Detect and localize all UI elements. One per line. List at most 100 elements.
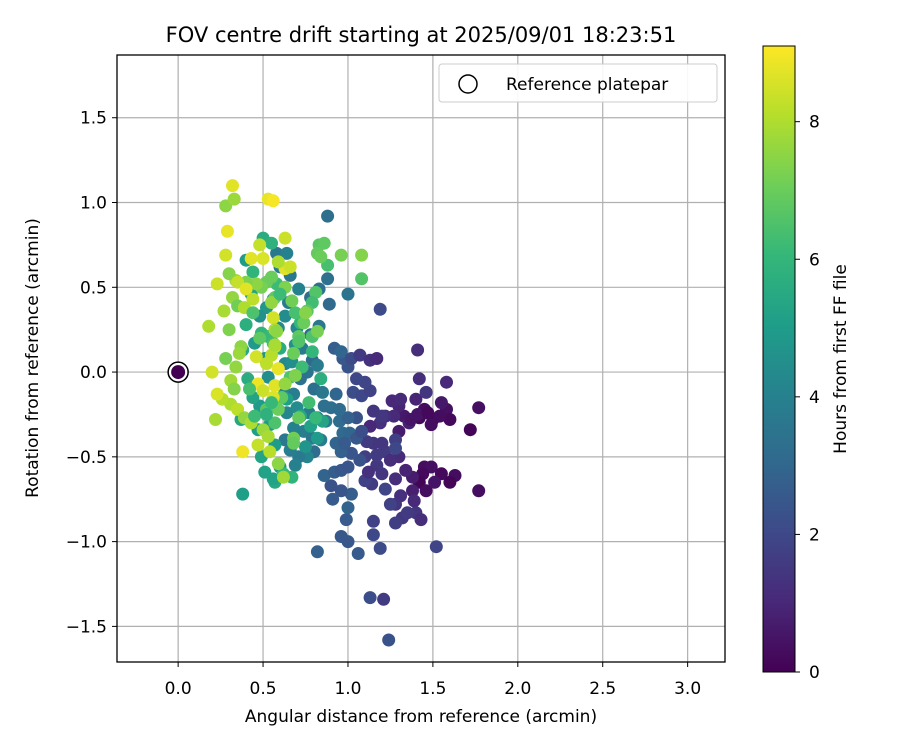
data-point bbox=[268, 338, 282, 352]
data-point bbox=[399, 463, 413, 477]
data-point bbox=[341, 287, 355, 301]
data-point bbox=[268, 416, 282, 430]
data-point bbox=[314, 372, 328, 386]
data-point bbox=[329, 387, 343, 401]
colorbar-tick-label: 8 bbox=[809, 113, 820, 133]
y-tick-label: −0.5 bbox=[66, 448, 107, 468]
data-point bbox=[219, 248, 233, 262]
data-point bbox=[276, 470, 290, 484]
x-tick-label: 3.0 bbox=[674, 679, 701, 699]
data-point bbox=[428, 475, 442, 489]
data-point bbox=[202, 319, 216, 333]
legend-box bbox=[438, 63, 718, 103]
data-point bbox=[366, 514, 380, 528]
data-point bbox=[443, 413, 457, 426]
data-point bbox=[344, 487, 358, 501]
data-point bbox=[302, 396, 316, 410]
data-point bbox=[239, 318, 253, 332]
data-point bbox=[271, 457, 285, 471]
colorbar-ticks: 0 2 4 6 8 bbox=[795, 113, 820, 683]
data-point bbox=[389, 472, 402, 486]
data-point bbox=[366, 528, 380, 542]
data-point bbox=[222, 267, 236, 281]
data-point bbox=[260, 357, 273, 371]
data-point bbox=[314, 250, 328, 264]
x-tick-label: 0.5 bbox=[250, 679, 277, 699]
data-point bbox=[246, 265, 260, 279]
data-point bbox=[249, 277, 263, 291]
colorbar-frame bbox=[762, 45, 796, 673]
data-point bbox=[287, 346, 301, 360]
colorbar-tick-label: 0 bbox=[809, 663, 820, 683]
y-tick-label: 0.0 bbox=[80, 363, 107, 383]
data-point bbox=[370, 352, 384, 365]
data-point bbox=[210, 387, 224, 401]
y-tick-label: 1.5 bbox=[80, 109, 107, 129]
data-point bbox=[389, 516, 402, 530]
data-point bbox=[292, 335, 306, 348]
data-point bbox=[265, 270, 278, 284]
data-point bbox=[414, 513, 428, 527]
x-tick-label: 0.0 bbox=[165, 679, 192, 699]
data-point bbox=[210, 277, 224, 291]
data-point bbox=[310, 545, 324, 559]
data-point bbox=[373, 302, 387, 316]
data-point bbox=[297, 316, 311, 330]
data-point bbox=[299, 306, 312, 320]
data-point bbox=[353, 348, 367, 362]
data-point bbox=[433, 409, 447, 423]
data-point bbox=[341, 460, 355, 474]
reference-marker-group bbox=[167, 361, 189, 383]
x-axis-label: Angular distance from reference (arcmin) bbox=[245, 707, 597, 727]
data-point bbox=[285, 294, 299, 308]
data-point bbox=[292, 282, 306, 296]
data-point bbox=[266, 472, 280, 486]
data-point bbox=[443, 475, 457, 489]
y-tick-label: −1.5 bbox=[66, 617, 107, 637]
data-point bbox=[429, 540, 443, 554]
colorbar-gradient bbox=[763, 46, 795, 672]
data-point bbox=[265, 296, 278, 309]
data-point bbox=[305, 345, 319, 359]
data-point bbox=[220, 224, 234, 238]
data-point bbox=[350, 372, 363, 386]
data-point bbox=[205, 365, 219, 379]
x-tick-label: 1.0 bbox=[334, 679, 361, 699]
data-point bbox=[326, 492, 340, 506]
data-point bbox=[440, 375, 453, 389]
data-point bbox=[419, 385, 433, 399]
data-point bbox=[351, 547, 365, 560]
data-point bbox=[409, 392, 423, 406]
data-point bbox=[355, 248, 369, 262]
data-points bbox=[202, 179, 486, 647]
data-point bbox=[321, 272, 335, 286]
data-point bbox=[334, 248, 348, 262]
data-point bbox=[421, 406, 435, 420]
data-point bbox=[412, 372, 426, 386]
data-point bbox=[246, 292, 260, 306]
legend: Reference platepar bbox=[438, 63, 718, 103]
data-point bbox=[324, 479, 338, 493]
grid bbox=[117, 55, 725, 662]
data-point bbox=[249, 350, 263, 364]
data-point bbox=[256, 252, 270, 265]
data-point bbox=[253, 331, 267, 345]
data-point bbox=[232, 346, 246, 360]
x-tick-label: 2.0 bbox=[504, 679, 531, 699]
data-point bbox=[383, 453, 397, 467]
data-point bbox=[375, 409, 389, 423]
data-point bbox=[244, 252, 258, 265]
x-axis-ticks: 0.0 0.5 1.0 1.5 2.0 2.5 3.0 bbox=[165, 662, 701, 699]
data-point bbox=[288, 369, 302, 382]
data-point bbox=[363, 591, 377, 605]
data-point bbox=[309, 285, 323, 299]
data-point bbox=[251, 438, 265, 452]
data-point bbox=[321, 209, 335, 223]
y-axis-ticks: 1.5 1.0 0.5 0.0 −0.5 −1.0 −1.5 bbox=[66, 109, 117, 637]
y-axis-label: Rotation from reference (arcmin) bbox=[23, 218, 43, 498]
data-point bbox=[287, 421, 301, 435]
x-tick-label: 1.5 bbox=[419, 679, 446, 699]
data-point bbox=[217, 304, 231, 318]
chart-title: FOV centre drift starting at 2025/09/01 … bbox=[166, 23, 677, 47]
data-point bbox=[419, 484, 433, 498]
